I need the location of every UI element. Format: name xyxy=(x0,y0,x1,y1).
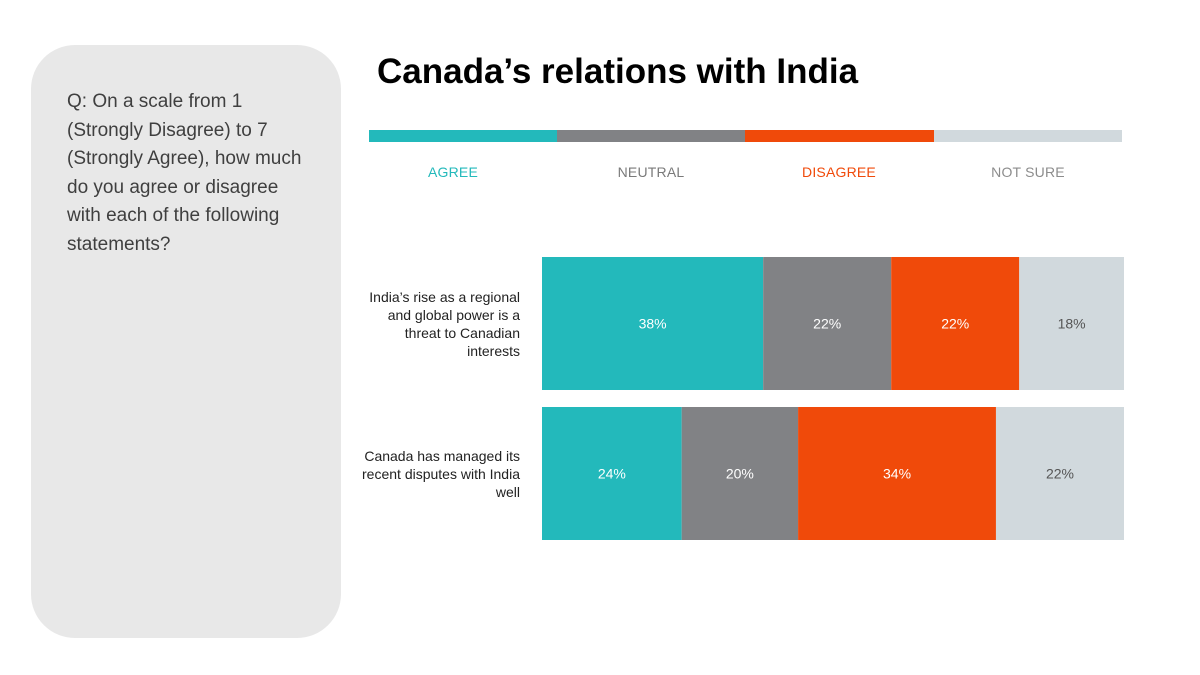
data-label-neutral-row-1: 22% xyxy=(813,316,841,332)
chart-title: Canada’s relations with India xyxy=(377,52,859,91)
data-label-agree-row-2: 24% xyxy=(598,466,626,482)
data-label-agree-row-1: 38% xyxy=(639,316,667,332)
legend-swatch-neutral xyxy=(557,130,745,142)
bar-segment-disagree-row-2 xyxy=(798,407,996,540)
legend-label-disagree: DISAGREE xyxy=(802,164,876,180)
data-label-not-sure-row-2: 22% xyxy=(1046,466,1074,482)
bar-segment-disagree-row-1 xyxy=(891,257,1020,390)
question-panel: Q: On a scale from 1 (Strongly Disagree)… xyxy=(31,45,341,638)
bar-segment-not-sure-row-1 xyxy=(1019,257,1124,390)
bar-segment-agree-row-2 xyxy=(542,407,682,540)
data-label-disagree-row-2: 34% xyxy=(883,466,911,482)
bar-segment-neutral-row-1 xyxy=(763,257,892,390)
bar-segment-agree-row-1 xyxy=(542,257,764,390)
legend-label-not-sure: NOT SURE xyxy=(991,164,1065,180)
legend-swatch-disagree xyxy=(745,130,934,142)
legend-label-neutral: NEUTRAL xyxy=(617,164,685,180)
legend-label-agree: AGREE xyxy=(427,164,478,180)
bar-segment-not-sure-row-2 xyxy=(995,407,1124,540)
bar-segment-neutral-row-2 xyxy=(681,407,799,540)
category-label-2: Canada has managed its recent disputes w… xyxy=(362,448,520,500)
data-label-neutral-row-2: 20% xyxy=(726,466,754,482)
legend-swatch-agree xyxy=(369,130,557,142)
data-label-not-sure-row-1: 18% xyxy=(1058,316,1086,332)
category-label-1: India’s rise as a regional and global po… xyxy=(369,289,520,359)
data-label-disagree-row-1: 22% xyxy=(941,316,969,332)
legend-swatch-not-sure xyxy=(934,130,1122,142)
question-text: Q: On a scale from 1 (Strongly Disagree)… xyxy=(67,91,302,255)
